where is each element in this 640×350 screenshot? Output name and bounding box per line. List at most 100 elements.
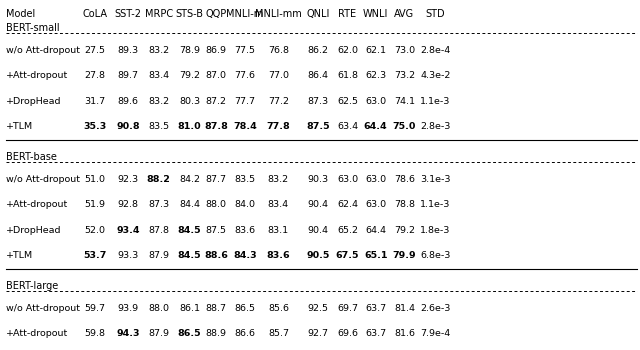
Text: +Att-dropout: +Att-dropout bbox=[6, 71, 68, 80]
Text: 87.8: 87.8 bbox=[204, 122, 228, 131]
Text: +TLM: +TLM bbox=[6, 251, 33, 260]
Text: 78.6: 78.6 bbox=[394, 175, 415, 184]
Text: 87.0: 87.0 bbox=[206, 71, 227, 80]
Text: 64.4: 64.4 bbox=[364, 122, 387, 131]
Text: 88.6: 88.6 bbox=[204, 251, 228, 260]
Text: 92.3: 92.3 bbox=[117, 175, 139, 184]
Text: 88.0: 88.0 bbox=[148, 304, 169, 313]
Text: 86.4: 86.4 bbox=[308, 71, 328, 80]
Text: 52.0: 52.0 bbox=[84, 226, 105, 235]
Text: 35.3: 35.3 bbox=[83, 122, 106, 131]
Text: RTE: RTE bbox=[339, 9, 356, 19]
Text: 90.4: 90.4 bbox=[308, 226, 328, 235]
Text: 75.0: 75.0 bbox=[393, 122, 416, 131]
Text: 81.6: 81.6 bbox=[394, 329, 415, 338]
Text: 79.2: 79.2 bbox=[179, 71, 200, 80]
Text: MRPC: MRPC bbox=[145, 9, 173, 19]
Text: 51.0: 51.0 bbox=[84, 175, 105, 184]
Text: 63.0: 63.0 bbox=[337, 175, 358, 184]
Text: BERT-small: BERT-small bbox=[6, 23, 60, 33]
Text: 76.8: 76.8 bbox=[268, 46, 289, 55]
Text: 62.4: 62.4 bbox=[337, 200, 358, 209]
Text: 31.7: 31.7 bbox=[84, 97, 106, 106]
Text: 65.1: 65.1 bbox=[364, 251, 387, 260]
Text: 93.4: 93.4 bbox=[116, 226, 140, 235]
Text: 73.0: 73.0 bbox=[394, 46, 415, 55]
Text: CoLA: CoLA bbox=[82, 9, 108, 19]
Text: 84.5: 84.5 bbox=[178, 226, 201, 235]
Text: MNLI-mm: MNLI-mm bbox=[255, 9, 302, 19]
Text: QNLI: QNLI bbox=[307, 9, 330, 19]
Text: 64.4: 64.4 bbox=[365, 226, 386, 235]
Text: 87.7: 87.7 bbox=[206, 175, 227, 184]
Text: 87.9: 87.9 bbox=[148, 251, 169, 260]
Text: 62.3: 62.3 bbox=[365, 71, 387, 80]
Text: 27.5: 27.5 bbox=[84, 46, 105, 55]
Text: 88.7: 88.7 bbox=[206, 304, 227, 313]
Text: 77.7: 77.7 bbox=[235, 97, 255, 106]
Text: Model: Model bbox=[6, 9, 36, 19]
Text: 86.5: 86.5 bbox=[178, 329, 201, 338]
Text: 79.2: 79.2 bbox=[394, 226, 415, 235]
Text: 65.2: 65.2 bbox=[337, 226, 358, 235]
Text: 77.6: 77.6 bbox=[235, 71, 255, 80]
Text: +Att-dropout: +Att-dropout bbox=[6, 329, 68, 338]
Text: 6.8e-3: 6.8e-3 bbox=[420, 251, 451, 260]
Text: 90.4: 90.4 bbox=[308, 200, 328, 209]
Text: 85.6: 85.6 bbox=[268, 304, 289, 313]
Text: +Att-dropout: +Att-dropout bbox=[6, 200, 68, 209]
Text: 53.7: 53.7 bbox=[83, 251, 106, 260]
Text: 73.2: 73.2 bbox=[394, 71, 415, 80]
Text: QQP: QQP bbox=[205, 9, 227, 19]
Text: 62.1: 62.1 bbox=[365, 46, 386, 55]
Text: 81.0: 81.0 bbox=[178, 122, 201, 131]
Text: 59.8: 59.8 bbox=[84, 329, 105, 338]
Text: 62.5: 62.5 bbox=[337, 97, 358, 106]
Text: 7.9e-4: 7.9e-4 bbox=[420, 329, 451, 338]
Text: 83.1: 83.1 bbox=[268, 226, 289, 235]
Text: 1.1e-3: 1.1e-3 bbox=[420, 97, 451, 106]
Text: 87.8: 87.8 bbox=[148, 226, 169, 235]
Text: +TLM: +TLM bbox=[6, 122, 33, 131]
Text: AVG: AVG bbox=[394, 9, 415, 19]
Text: WNLI: WNLI bbox=[363, 9, 388, 19]
Text: 89.7: 89.7 bbox=[118, 71, 138, 80]
Text: 69.6: 69.6 bbox=[337, 329, 358, 338]
Text: 83.5: 83.5 bbox=[148, 122, 170, 131]
Text: 84.4: 84.4 bbox=[179, 200, 200, 209]
Text: 59.7: 59.7 bbox=[84, 304, 105, 313]
Text: 84.5: 84.5 bbox=[178, 251, 201, 260]
Text: +DropHead: +DropHead bbox=[6, 97, 62, 106]
Text: 74.1: 74.1 bbox=[394, 97, 415, 106]
Text: 90.8: 90.8 bbox=[116, 122, 140, 131]
Text: 80.3: 80.3 bbox=[179, 97, 200, 106]
Text: 78.9: 78.9 bbox=[179, 46, 200, 55]
Text: 62.0: 62.0 bbox=[337, 46, 358, 55]
Text: 1.8e-3: 1.8e-3 bbox=[420, 226, 451, 235]
Text: 67.5: 67.5 bbox=[336, 251, 359, 260]
Text: 83.4: 83.4 bbox=[268, 200, 289, 209]
Text: 63.0: 63.0 bbox=[365, 97, 387, 106]
Text: 90.3: 90.3 bbox=[307, 175, 329, 184]
Text: 86.2: 86.2 bbox=[308, 46, 328, 55]
Text: 92.8: 92.8 bbox=[118, 200, 138, 209]
Text: 94.3: 94.3 bbox=[116, 329, 140, 338]
Text: 63.0: 63.0 bbox=[365, 175, 387, 184]
Text: BERT-base: BERT-base bbox=[6, 152, 57, 162]
Text: 89.3: 89.3 bbox=[117, 46, 139, 55]
Text: 85.7: 85.7 bbox=[268, 329, 289, 338]
Text: 89.6: 89.6 bbox=[118, 97, 138, 106]
Text: 84.0: 84.0 bbox=[235, 200, 255, 209]
Text: 63.4: 63.4 bbox=[337, 122, 358, 131]
Text: 81.4: 81.4 bbox=[394, 304, 415, 313]
Text: 4.3e-2: 4.3e-2 bbox=[420, 71, 451, 80]
Text: 2.8e-4: 2.8e-4 bbox=[420, 46, 451, 55]
Text: 90.5: 90.5 bbox=[307, 251, 330, 260]
Text: 77.5: 77.5 bbox=[235, 46, 255, 55]
Text: 92.5: 92.5 bbox=[308, 304, 328, 313]
Text: 88.9: 88.9 bbox=[206, 329, 227, 338]
Text: 69.7: 69.7 bbox=[337, 304, 358, 313]
Text: STS-B: STS-B bbox=[175, 9, 204, 19]
Text: +DropHead: +DropHead bbox=[6, 226, 62, 235]
Text: 61.8: 61.8 bbox=[337, 71, 358, 80]
